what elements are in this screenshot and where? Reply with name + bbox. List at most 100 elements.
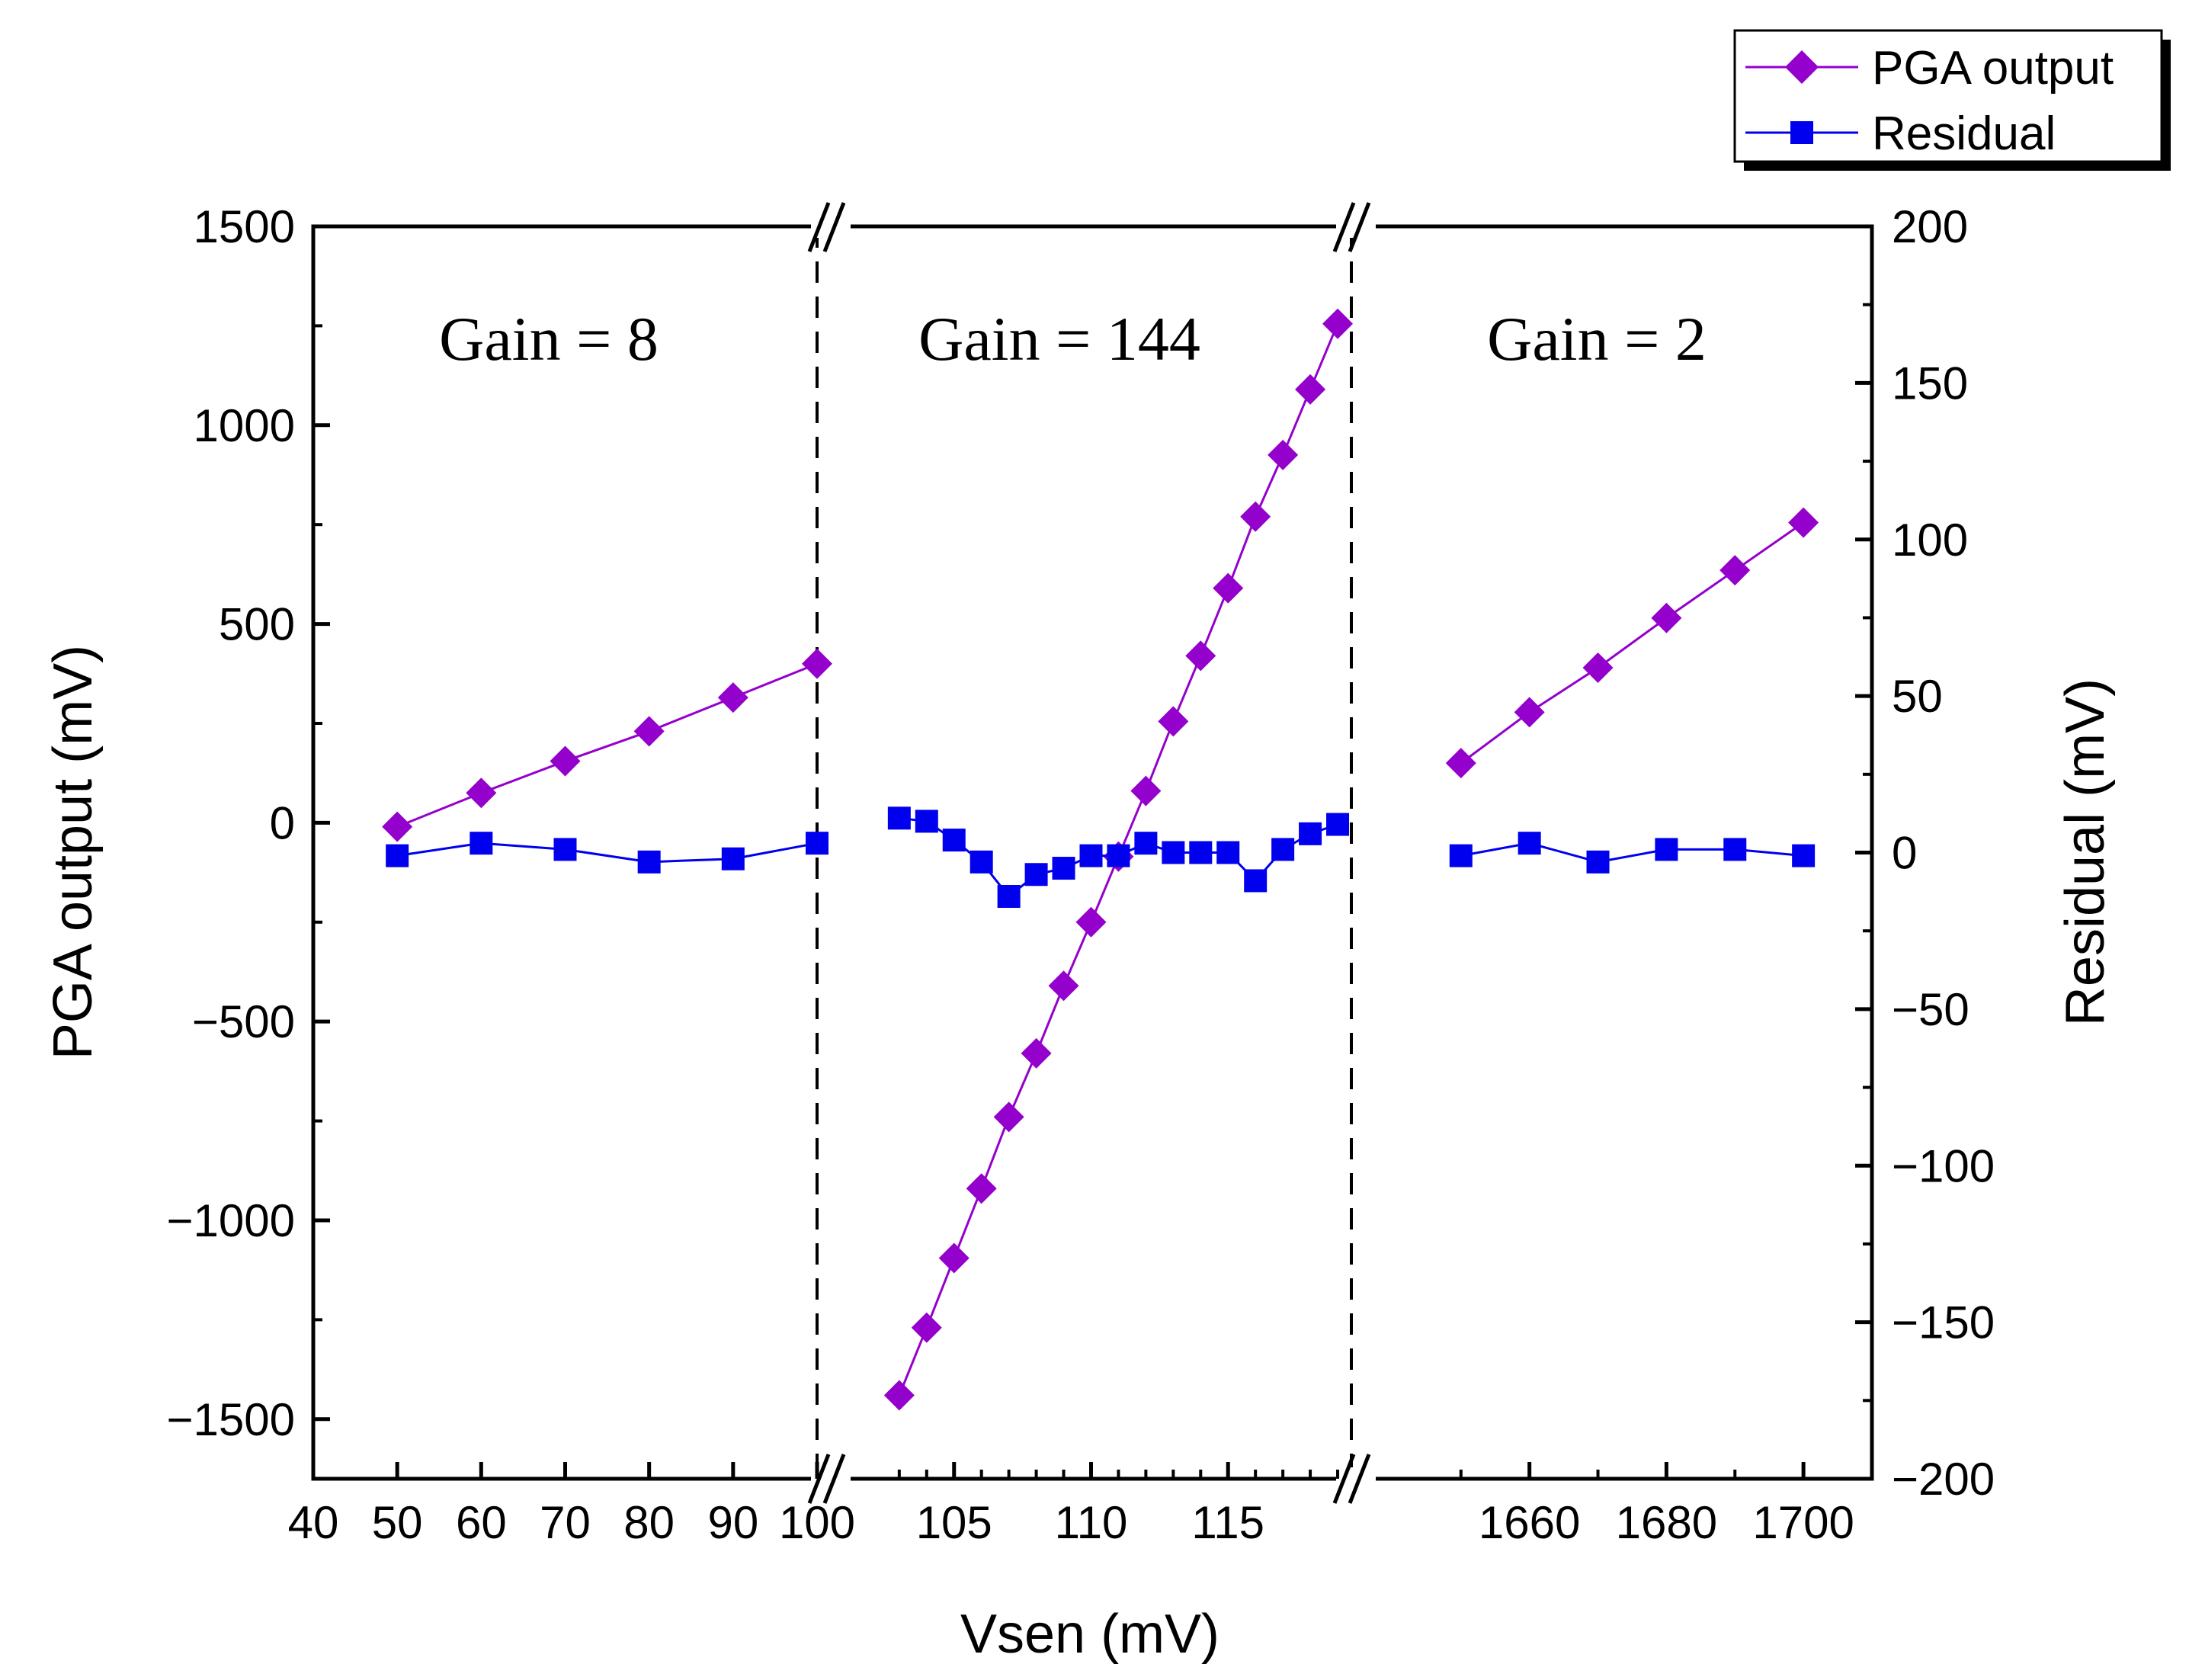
- residual-point: [1326, 813, 1350, 836]
- y-tick-label: 0: [270, 797, 295, 848]
- y2-tick-label: −150: [1892, 1297, 1995, 1348]
- residual-point: [1518, 832, 1541, 855]
- pga-point: [1048, 970, 1079, 1002]
- x-tick-label: 90: [707, 1497, 758, 1548]
- pga-point: [1651, 602, 1682, 633]
- pga-point: [966, 1173, 997, 1204]
- residual-line-segment: [1460, 842, 1804, 864]
- y2-tick-label: −50: [1892, 984, 1969, 1035]
- pga-point: [1514, 697, 1545, 728]
- x-tick-label: 1660: [1479, 1497, 1580, 1548]
- residual-point: [721, 847, 745, 870]
- legend-marker-pga: [1785, 50, 1819, 84]
- legend-marker-residual: [1790, 121, 1813, 144]
- y2-tick-label: 200: [1892, 201, 1968, 252]
- axis-break-top-1: [807, 202, 851, 252]
- residual-point: [915, 810, 938, 833]
- residual-line-segment: [396, 842, 818, 864]
- annotation-gain-2: Gain = 2: [1487, 304, 1707, 374]
- pga-point: [1719, 555, 1751, 586]
- pga-point: [1445, 748, 1476, 779]
- residual-point: [1162, 841, 1185, 864]
- axis-break-top-2: [1332, 202, 1376, 252]
- pga-line-segment: [396, 662, 818, 828]
- x-tick-label: 1700: [1752, 1497, 1854, 1548]
- residual-point: [942, 829, 966, 852]
- legend: PGA output Residual: [1733, 29, 2171, 171]
- residual-point: [1107, 844, 1130, 867]
- residual-point: [1189, 841, 1213, 864]
- pga-point: [993, 1101, 1024, 1133]
- y-tick-label: 1500: [194, 201, 295, 252]
- legend-label-residual: Residual: [1872, 107, 2056, 160]
- residual-point: [470, 832, 493, 855]
- ticks-layer: 150010005000−500−1000−1500200150100500−5…: [166, 201, 1995, 1548]
- pga-point: [382, 811, 413, 842]
- y-tick-label: −1000: [166, 1195, 295, 1246]
- pga-point: [802, 648, 832, 679]
- residual-point: [1134, 832, 1158, 855]
- residual-point: [1024, 863, 1048, 886]
- x-tick-label: 115: [1191, 1497, 1264, 1548]
- x-tick-label: 105: [916, 1497, 992, 1548]
- residual-point: [386, 844, 409, 867]
- pga-point: [1075, 906, 1107, 938]
- y2-axis-title: Residual (mV): [2055, 678, 2116, 1026]
- y-axis-title: PGA output (mV): [43, 645, 104, 1060]
- x-tick-label: 80: [623, 1497, 675, 1548]
- legend-label-pga: PGA output: [1872, 42, 2114, 95]
- residual-point: [1216, 841, 1240, 864]
- pga-point: [1213, 572, 1244, 604]
- pga-point: [466, 777, 497, 809]
- x-axis-title: Vsen (mV): [960, 1604, 1219, 1665]
- x-tick-label: 1680: [1616, 1497, 1717, 1548]
- residual-point: [806, 832, 828, 855]
- y-tick-label: 500: [219, 599, 295, 650]
- x-tick-label: 70: [540, 1497, 591, 1548]
- x-tick-label: 110: [1055, 1497, 1128, 1548]
- pga-point: [1582, 652, 1614, 683]
- pga-point: [1240, 501, 1271, 532]
- x-tick-label: 50: [372, 1497, 423, 1548]
- pga-point: [1322, 308, 1354, 339]
- pga-point: [550, 745, 581, 777]
- pga-point: [633, 716, 665, 747]
- pga-point: [1158, 706, 1189, 737]
- y2-tick-label: 100: [1892, 515, 1968, 566]
- pga-point: [1788, 507, 1819, 538]
- residual-point: [1586, 850, 1610, 874]
- residual-point: [1655, 838, 1678, 861]
- y2-tick-label: −200: [1892, 1454, 1995, 1505]
- x-tick-label: 60: [456, 1497, 507, 1548]
- residual-point: [1792, 844, 1816, 867]
- residual-point: [1449, 844, 1473, 867]
- series-layer: [382, 308, 1819, 1411]
- y-tick-label: 1000: [194, 400, 295, 451]
- residual-point: [553, 838, 577, 861]
- pga-point: [1185, 640, 1216, 672]
- pga-point: [911, 1312, 942, 1343]
- y2-tick-label: −100: [1892, 1140, 1995, 1191]
- residual-point: [997, 885, 1021, 909]
- residual-point: [970, 850, 993, 874]
- residual-point: [1244, 869, 1268, 893]
- residual-point: [1299, 822, 1322, 845]
- y2-tick-label: 0: [1892, 828, 1917, 879]
- pga-point: [938, 1242, 970, 1274]
- pga-point: [1295, 374, 1326, 405]
- pga-point: [1268, 439, 1299, 470]
- residual-point: [1052, 857, 1075, 880]
- residual-point: [1271, 838, 1295, 861]
- y-tick-label: −500: [192, 996, 295, 1047]
- pga-point: [1021, 1037, 1052, 1069]
- residual-point: [637, 850, 661, 874]
- y2-tick-label: 50: [1892, 671, 1943, 722]
- pga-point: [717, 682, 748, 713]
- pga-point: [1130, 775, 1162, 806]
- y-tick-label: −1500: [166, 1394, 295, 1445]
- x-tick-label: 100: [779, 1497, 855, 1548]
- residual-point: [1079, 844, 1103, 867]
- x-tick-label: 40: [288, 1497, 339, 1548]
- residual-point: [1723, 838, 1747, 861]
